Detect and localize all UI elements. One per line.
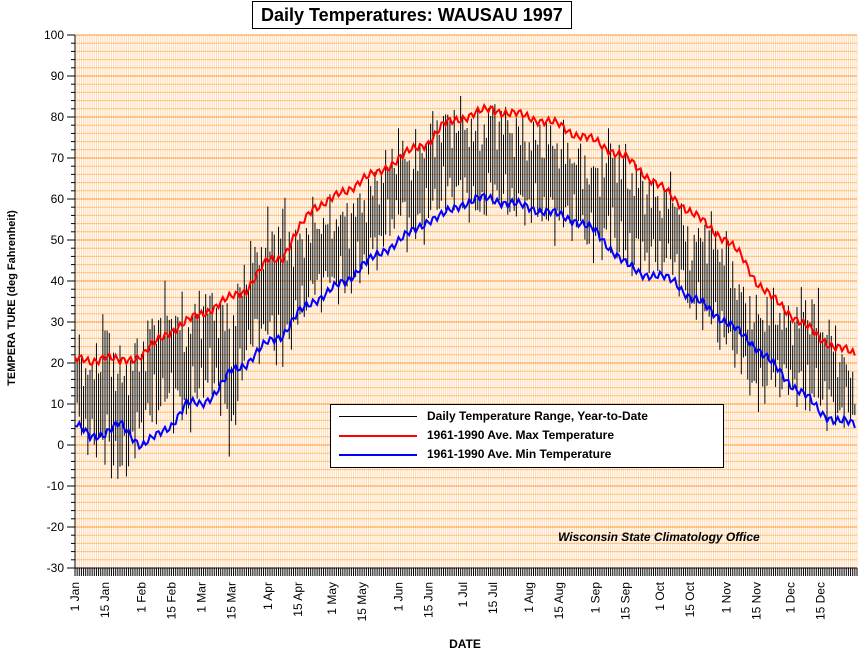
y-tick-label: -30: [47, 561, 65, 575]
y-tick-label: 30: [51, 315, 65, 329]
x-tick-label: 15 Apr: [291, 582, 305, 617]
x-tick-label: 15 Aug: [552, 582, 566, 619]
average-lines: [74, 102, 856, 451]
legend-item-range: Daily Temperature Range, Year-to-Date: [339, 407, 648, 425]
x-tick-label: 1 Nov: [719, 582, 733, 613]
grid-lines: [74, 34, 858, 569]
legend-item-min: 1961-1990 Ave. Min Temperature: [339, 445, 611, 463]
legend-item-max: 1961-1990 Ave. Max Temperature: [339, 426, 614, 444]
x-tick-labels: 1 Jan 15 Jan 1 Feb 15 Feb 1 Mar 15 Mar 1 Apr 15…: [68, 581, 828, 621]
x-tick-label: 15 Dec: [814, 582, 828, 620]
axes: [67, 34, 858, 576]
y-tick-label: 10: [51, 397, 65, 411]
legend-label-max: 1961-1990 Ave. Max Temperature: [427, 428, 614, 442]
credit-text: Wisconsin State Climatology Office: [558, 530, 760, 544]
x-tick-label: 15 Jun: [422, 582, 436, 618]
legend-swatch-range: [339, 416, 417, 418]
y-axis-label: TEMPERA TURE (deg Fahrenheit): [6, 210, 18, 386]
x-tick-label: 15 Jan: [98, 582, 112, 618]
x-tick-label: 15 Oct: [683, 581, 697, 617]
y-tick-label: 50: [51, 233, 65, 247]
x-tick-label: 1 Dec: [784, 582, 798, 613]
x-tick-label: 1 Jul: [456, 582, 470, 607]
legend-swatch-min: [339, 453, 417, 456]
x-tick-label: 1 Apr: [261, 582, 275, 610]
x-tick-label: 1 Aug: [522, 582, 536, 613]
x-tick-label: 15 Sep: [619, 582, 633, 620]
y-tick-label: -20: [47, 520, 65, 534]
y-tick-label: 90: [51, 69, 65, 83]
x-tick-label: 1 Jun: [392, 582, 406, 611]
x-tick-label: 1 Feb: [134, 582, 148, 613]
x-tick-label: 1 May: [325, 582, 339, 615]
x-axis-label: DATE: [449, 637, 481, 651]
y-tick-label: 20: [51, 356, 65, 370]
y-tick-labels: -30 -20 -10 0 10 20 30 40 50 60 70 80 90 100: [44, 28, 64, 575]
y-tick-label: 0: [57, 438, 64, 452]
chart-title: Daily Temperatures: WAUSAU 1997: [252, 1, 572, 29]
y-tick-label: 40: [51, 274, 65, 288]
plot-background: [75, 35, 857, 568]
avg-max-line: [74, 102, 856, 367]
x-tick-label: 1 Oct: [653, 581, 667, 610]
y-tick-label: 100: [44, 28, 64, 42]
x-tick-label: 15 May: [355, 582, 369, 621]
x-tick-label: 15 Feb: [164, 582, 178, 620]
legend-label-range: Daily Temperature Range, Year-to-Date: [427, 409, 648, 423]
y-tick-label: -10: [47, 479, 65, 493]
y-tick-label: 60: [51, 192, 65, 206]
x-tick-label: 15 Mar: [224, 582, 238, 619]
legend: Daily Temperature Range, Year-to-Date 19…: [330, 404, 724, 468]
legend-label-min: 1961-1990 Ave. Min Temperature: [427, 447, 612, 461]
daily-range-series: [74, 95, 856, 479]
x-tick-label: 15 Nov: [749, 582, 763, 620]
x-tick-label: 1 Sep: [589, 582, 603, 614]
legend-swatch-max: [339, 434, 417, 437]
x-tick-label: 1 Mar: [194, 582, 208, 613]
y-tick-label: 80: [51, 110, 65, 124]
x-tick-label: 15 Jul: [486, 582, 500, 614]
y-tick-label: 70: [51, 151, 65, 165]
avg-min-line: [74, 192, 856, 451]
x-tick-label: 1 Jan: [68, 582, 82, 611]
